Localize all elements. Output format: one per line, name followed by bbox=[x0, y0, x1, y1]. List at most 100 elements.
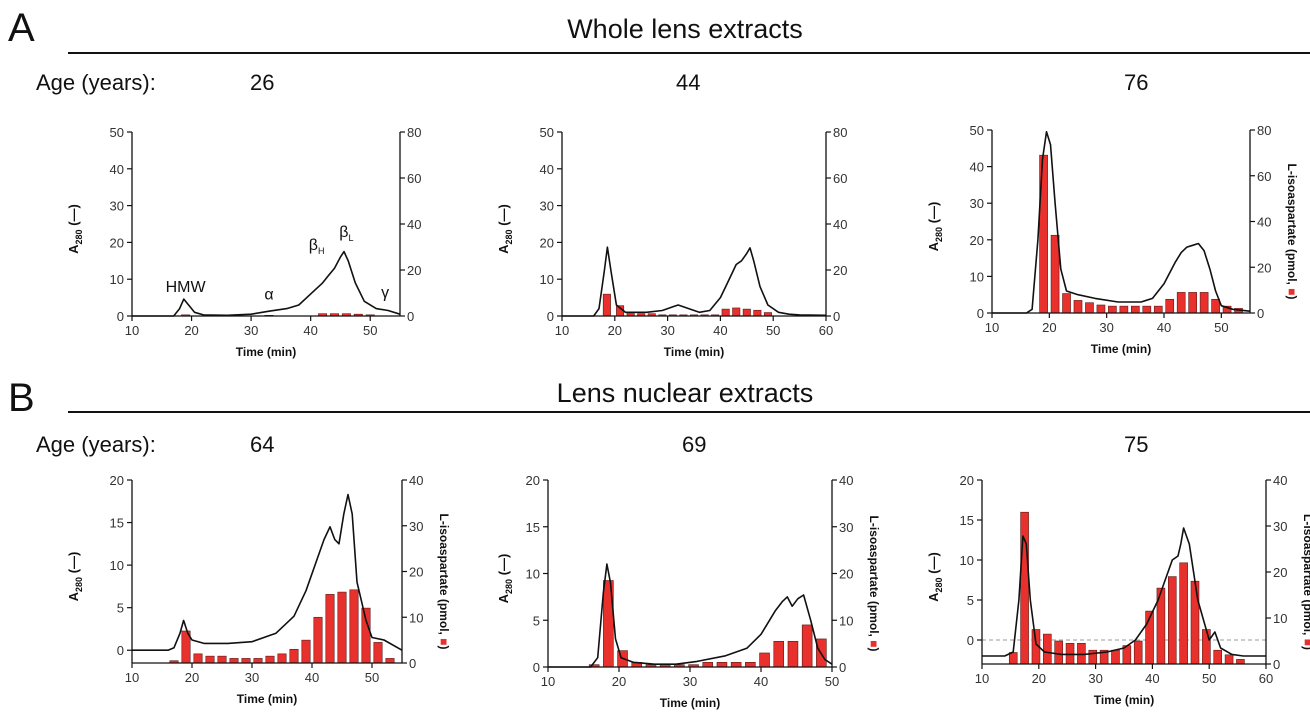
y-right-tick-label: 30 bbox=[409, 519, 423, 534]
isoaspartate-bar bbox=[787, 640, 799, 668]
y-right-tick-label: 40 bbox=[1273, 473, 1287, 488]
isoaspartate-bar bbox=[1190, 580, 1200, 665]
isoaspartate-bar bbox=[205, 655, 215, 664]
isoaspartate-bar bbox=[301, 639, 311, 664]
x-axis-label: Time (min) bbox=[237, 692, 297, 706]
y-left-tick-label: 40 bbox=[970, 160, 984, 175]
x-tick-label: 30 bbox=[1088, 671, 1102, 686]
isoaspartate-bar bbox=[1108, 305, 1117, 314]
y-left-tick-label: 50 bbox=[110, 125, 124, 140]
x-tick-label: 50 bbox=[825, 674, 839, 689]
x-tick-label: 40 bbox=[1157, 320, 1171, 335]
y-left-tick-label: 15 bbox=[526, 520, 540, 535]
isoaspartate-bar bbox=[1236, 659, 1245, 665]
x-tick-label: 30 bbox=[683, 674, 697, 689]
x-tick-label: 30 bbox=[245, 670, 259, 685]
isoaspartate-bar bbox=[1020, 511, 1029, 665]
isoaspartate-bar bbox=[1211, 298, 1220, 314]
x-tick-label: 40 bbox=[305, 670, 319, 685]
isoaspartate-bar bbox=[1213, 649, 1222, 665]
y-right-label-text: L-isoaspartate (pmol, ■) bbox=[1301, 514, 1310, 650]
y-left-tick-label: 50 bbox=[970, 123, 984, 138]
y-right-tick-label: 10 bbox=[1273, 611, 1287, 626]
panel-b-age-3: 75 bbox=[1124, 432, 1149, 457]
isoaspartate-bar bbox=[349, 589, 359, 664]
y-left-tick-label: 0 bbox=[533, 660, 540, 675]
y-right-tick-label: 20 bbox=[839, 567, 853, 582]
y-left-tick-label: 10 bbox=[526, 567, 540, 582]
y-left-tick-label: 20 bbox=[526, 473, 540, 488]
isoaspartate-bar bbox=[1188, 292, 1197, 314]
x-tick-label: 10 bbox=[541, 674, 555, 689]
x-tick-label: 30 bbox=[244, 323, 258, 338]
isoaspartate-bar bbox=[801, 624, 813, 668]
x-axis-label: Time (min) bbox=[1094, 693, 1154, 707]
isoaspartate-bar bbox=[1142, 305, 1152, 314]
y-left-tick-label: 30 bbox=[110, 199, 124, 214]
panel-a-age-2: 44 bbox=[676, 70, 701, 95]
y-right-tick-label: 0 bbox=[1273, 657, 1280, 672]
panel-b-letter: B bbox=[8, 376, 35, 420]
isoaspartate-bar bbox=[361, 607, 371, 664]
y-right-axis-label: L-isoaspartate (pmol, ■) bbox=[867, 516, 881, 652]
x-tick-label: 60 bbox=[1259, 671, 1273, 686]
panel-b-divider bbox=[68, 411, 1310, 413]
y-left-label-text: A280 (—) bbox=[926, 202, 944, 252]
x-axis-label: Time (min) bbox=[660, 696, 720, 710]
y-left-tick-label: 40 bbox=[110, 162, 124, 177]
y-right-tick-label: 20 bbox=[407, 263, 421, 278]
y-right-axis-label: L-isoaspartate (pmol, ■) bbox=[1301, 514, 1310, 650]
y-left-tick-label: 10 bbox=[110, 558, 124, 573]
y-left-label-text: A280 (—) bbox=[496, 554, 514, 604]
x-tick-label: 10 bbox=[555, 323, 569, 338]
panel-a-letter: A bbox=[8, 6, 35, 50]
x-tick-label: 40 bbox=[713, 323, 727, 338]
isoaspartate-bar bbox=[1008, 652, 1018, 665]
a280-trace bbox=[992, 131, 1251, 314]
isoaspartate-bar bbox=[241, 658, 251, 664]
y-right-tick-label: 60 bbox=[407, 171, 421, 186]
y-left-tick-label: 15 bbox=[110, 516, 124, 531]
panel-b-age-label: Age (years): bbox=[36, 432, 156, 457]
y-right-tick-label: 60 bbox=[833, 171, 847, 186]
y-left-tick-label: 20 bbox=[110, 235, 124, 250]
isoaspartate-bar bbox=[289, 648, 299, 664]
y-right-tick-label: 10 bbox=[839, 613, 853, 628]
y-right-tick-label: 40 bbox=[833, 217, 847, 232]
x-tick-label: 10 bbox=[985, 320, 999, 335]
panel-b-age-1: 64 bbox=[250, 432, 275, 457]
y-left-tick-label: 5 bbox=[117, 601, 124, 616]
x-tick-label: 40 bbox=[303, 323, 317, 338]
y-right-tick-label: 0 bbox=[407, 309, 414, 324]
x-tick-label: 20 bbox=[608, 323, 622, 338]
isoaspartate-bar bbox=[1202, 629, 1211, 665]
x-tick-label: 20 bbox=[184, 323, 198, 338]
panel-b-title: Lens nuclear extracts bbox=[556, 378, 814, 408]
x-tick-label: 50 bbox=[766, 323, 780, 338]
isoaspartate-bar bbox=[265, 655, 275, 664]
y-left-tick-label: 10 bbox=[540, 272, 554, 287]
isoaspartate-bar bbox=[732, 307, 741, 317]
isoaspartate-bar bbox=[753, 309, 762, 317]
x-tick-label: 50 bbox=[363, 323, 377, 338]
isoaspartate-bar bbox=[1096, 304, 1106, 314]
y-left-tick-label: 10 bbox=[960, 553, 974, 568]
y-right-tick-label: 10 bbox=[409, 610, 423, 625]
y-left-tick-label: 40 bbox=[540, 162, 554, 177]
annotation-beta-h: βH bbox=[309, 237, 325, 256]
y-left-axis-label: A280 (—) bbox=[496, 204, 514, 254]
y-left-tick-label: 0 bbox=[977, 306, 984, 321]
x-tick-label: 50 bbox=[1214, 320, 1228, 335]
y-left-tick-label: 20 bbox=[960, 473, 974, 488]
y-right-tick-label: 40 bbox=[407, 217, 421, 232]
y-left-tick-label: 30 bbox=[970, 196, 984, 211]
panel-a-divider bbox=[68, 52, 1310, 54]
isoaspartate-bar bbox=[721, 308, 730, 317]
x-tick-label: 30 bbox=[1099, 320, 1113, 335]
isoaspartate-bar bbox=[1165, 298, 1175, 314]
x-tick-label: 50 bbox=[365, 670, 379, 685]
y-left-tick-label: 5 bbox=[967, 593, 974, 608]
